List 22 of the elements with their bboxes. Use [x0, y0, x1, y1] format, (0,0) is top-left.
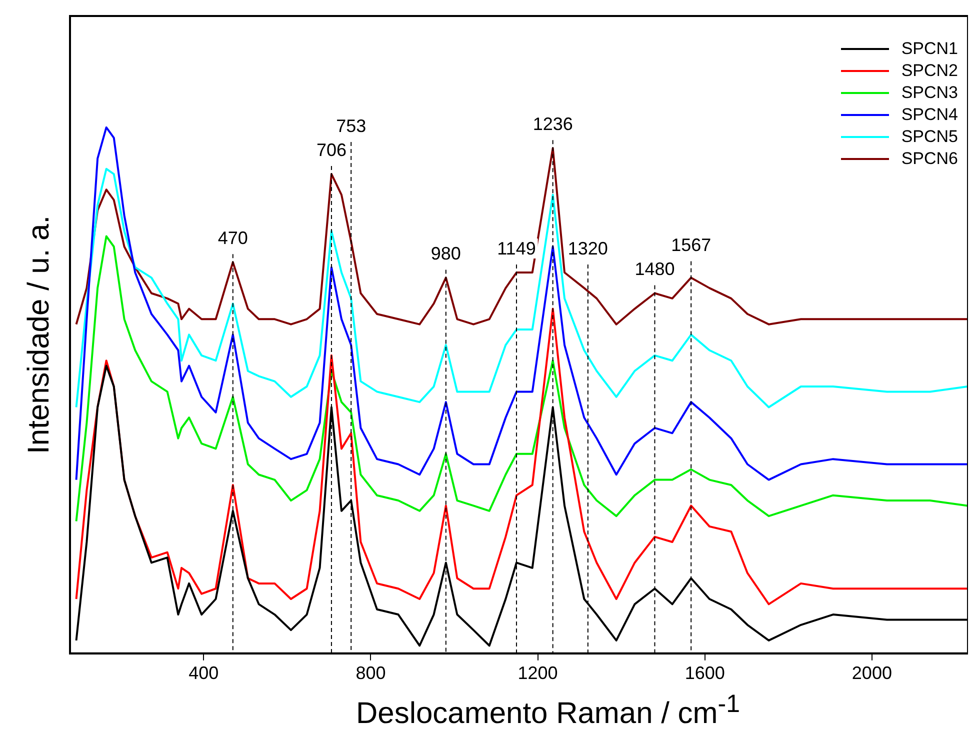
x-tick-label: 800: [356, 663, 386, 684]
ref-line-label: 1236: [532, 114, 573, 134]
ref-line-label: 1567: [671, 235, 712, 256]
ref-line-label: 1480: [634, 259, 675, 280]
ref-line-label: 1149: [497, 238, 536, 258]
x-axis-title: Deslocamento Raman / cm$^{-1}$: [354, 690, 742, 731]
ref-line-label: 706: [316, 140, 346, 160]
legend-label: SPCN3: [901, 82, 958, 104]
x-tick-label: 1200: [518, 663, 558, 684]
legend-label: SPCN4: [901, 104, 958, 126]
ref-line-label: 1320: [568, 238, 608, 258]
ref-line-label: 980: [430, 244, 461, 264]
y-axis-title: Intensidade / u. a.: [22, 215, 56, 454]
legend-label: SPCN6: [901, 148, 958, 170]
ref-line-label: 470: [218, 228, 248, 248]
legend-label: SPCN2: [901, 60, 958, 82]
ref-line-label: 753: [336, 116, 366, 136]
x-tick-label: 1600: [684, 663, 725, 684]
legend-label: SPCN1: [901, 38, 958, 60]
x-tick-label: 400: [188, 663, 219, 684]
x-tick-label: 2000: [852, 663, 892, 684]
legend-label: SPCN5: [901, 126, 958, 148]
